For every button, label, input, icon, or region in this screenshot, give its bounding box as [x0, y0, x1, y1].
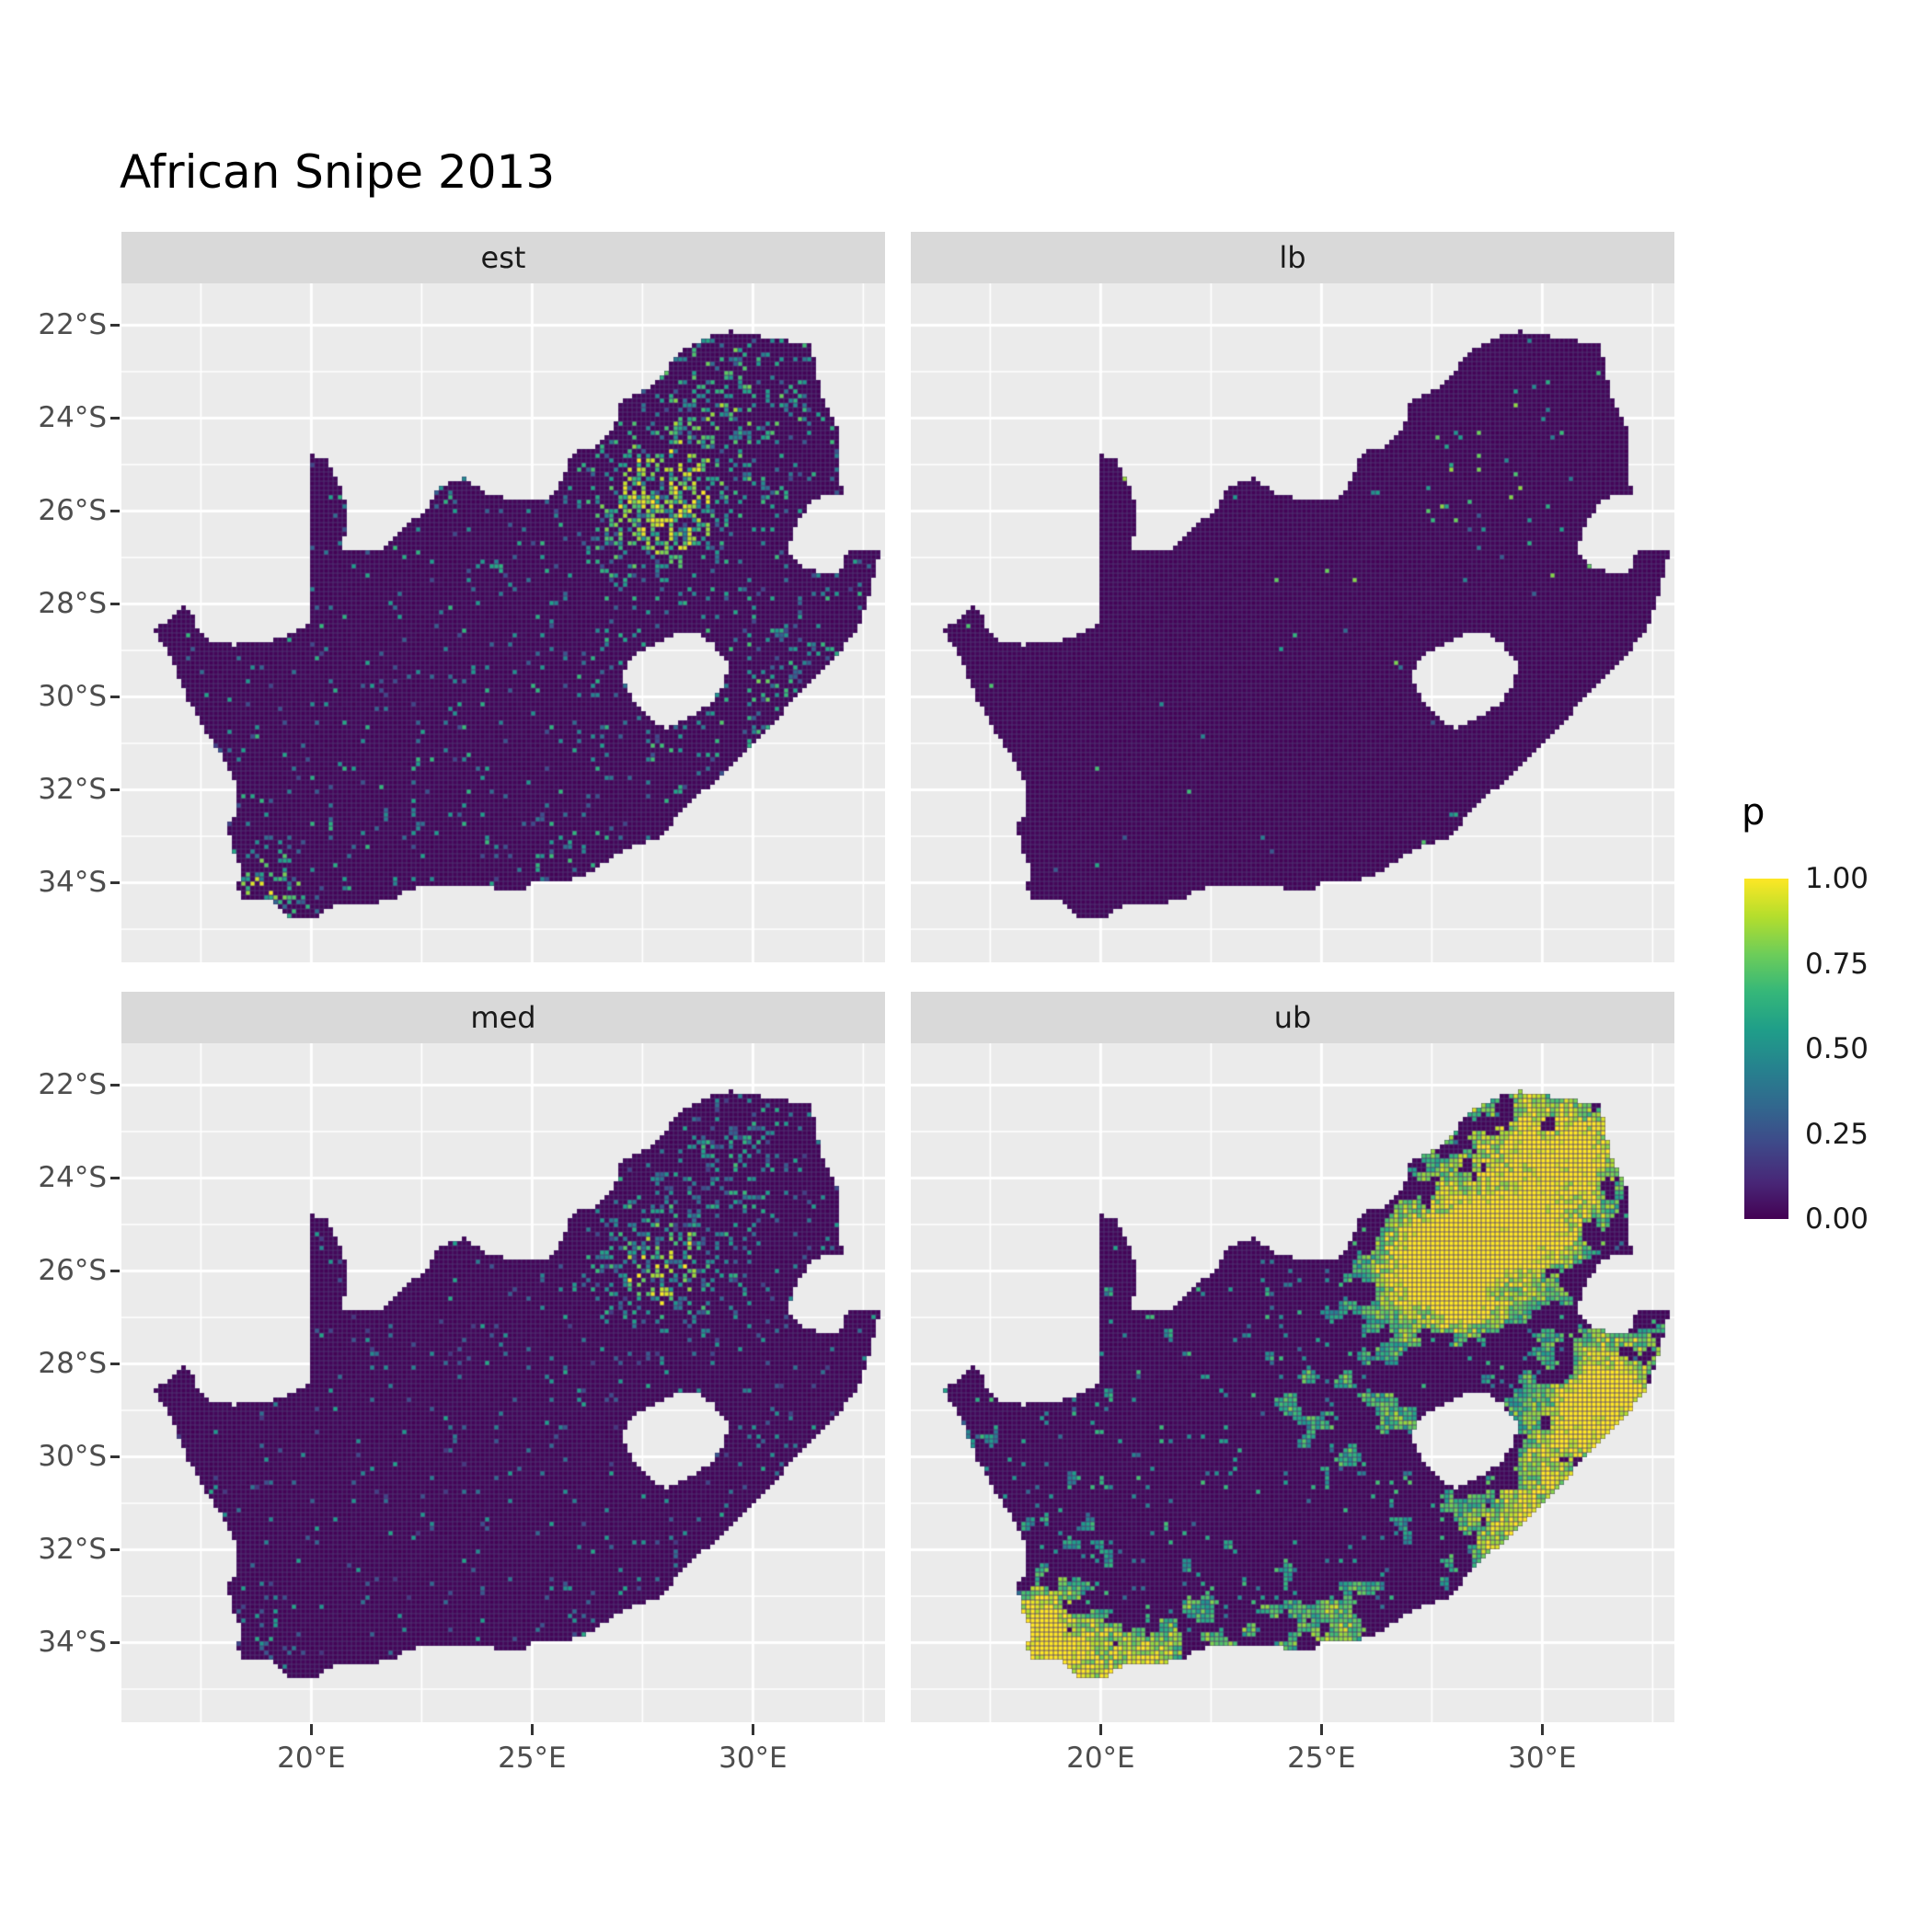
y-axis-tick-mark	[110, 1455, 120, 1458]
y-axis-label: 24°S	[38, 401, 107, 435]
y-axis-tick-mark	[110, 695, 120, 698]
y-axis-tick-mark	[110, 1176, 120, 1179]
panel-lb	[911, 283, 1674, 962]
y-axis-label: 22°S	[38, 308, 107, 342]
panel-med	[121, 1043, 885, 1722]
facet-label-ub: ub	[1273, 1000, 1312, 1035]
legend-title: p	[1742, 791, 1765, 834]
y-axis-tick-mark	[110, 1362, 120, 1365]
y-axis-label: 22°S	[38, 1068, 107, 1102]
y-axis-tick-mark	[110, 323, 120, 327]
y-axis-label: 34°S	[38, 1626, 107, 1660]
legend-colorbar	[1744, 879, 1788, 1219]
y-axis-label: 26°S	[38, 1254, 107, 1288]
facet-strip-ub: ub	[911, 992, 1674, 1043]
legend-tick-label: 0.25	[1805, 1117, 1869, 1151]
y-axis-label: 28°S	[38, 587, 107, 621]
legend-tick-label: 0.00	[1805, 1202, 1869, 1236]
map-raster-est	[121, 283, 885, 962]
facet-label-lb: lb	[1279, 240, 1306, 275]
y-axis-tick-mark	[110, 509, 120, 512]
facet-label-est: est	[480, 240, 526, 275]
y-axis-tick-mark	[110, 880, 120, 884]
legend-tick-label: 0.75	[1805, 947, 1869, 981]
y-axis-label: 30°S	[38, 1440, 107, 1474]
x-axis-tick-mark	[1540, 1724, 1544, 1735]
facet-label-med: med	[470, 1000, 536, 1035]
x-axis-label: 25°E	[498, 1742, 567, 1775]
panel-ub	[911, 1043, 1674, 1722]
x-axis-label: 20°E	[277, 1742, 346, 1775]
y-axis-tick-mark	[110, 1640, 120, 1644]
y-axis-tick-mark	[110, 1547, 120, 1551]
y-axis-label: 26°S	[38, 494, 107, 528]
y-axis-label: 32°S	[38, 1533, 107, 1567]
y-axis-tick-mark	[110, 1269, 120, 1272]
y-axis-label: 28°S	[38, 1347, 107, 1381]
map-raster-ub	[911, 1043, 1674, 1722]
map-raster-med	[121, 1043, 885, 1722]
x-axis-tick-mark	[1098, 1724, 1102, 1735]
facet-strip-lb: lb	[911, 232, 1674, 283]
x-axis-tick-mark	[309, 1724, 313, 1735]
facet-strip-med: med	[121, 992, 885, 1043]
map-raster-lb	[911, 283, 1674, 962]
x-axis-tick-mark	[1319, 1724, 1323, 1735]
legend-tick-label: 1.00	[1805, 862, 1869, 895]
x-axis-tick-mark	[530, 1724, 534, 1735]
y-axis-tick-mark	[110, 788, 120, 791]
y-axis-label: 30°S	[38, 680, 107, 714]
y-axis-label: 32°S	[38, 773, 107, 807]
y-axis-label: 24°S	[38, 1161, 107, 1195]
plot-title: African Snipe 2013	[120, 145, 556, 199]
facet-strip-est: est	[121, 232, 885, 283]
panel-est	[121, 283, 885, 962]
y-axis-tick-mark	[110, 416, 120, 420]
x-axis-label: 25°E	[1287, 1742, 1356, 1775]
x-axis-label: 30°E	[719, 1742, 788, 1775]
legend-tick-label: 0.50	[1805, 1032, 1869, 1065]
y-axis-tick-mark	[110, 1083, 120, 1087]
x-axis-label: 30°E	[1508, 1742, 1577, 1775]
x-axis-label: 20°E	[1066, 1742, 1135, 1775]
y-axis-label: 34°S	[38, 866, 107, 900]
y-axis-tick-mark	[110, 602, 120, 605]
x-axis-tick-mark	[751, 1724, 754, 1735]
